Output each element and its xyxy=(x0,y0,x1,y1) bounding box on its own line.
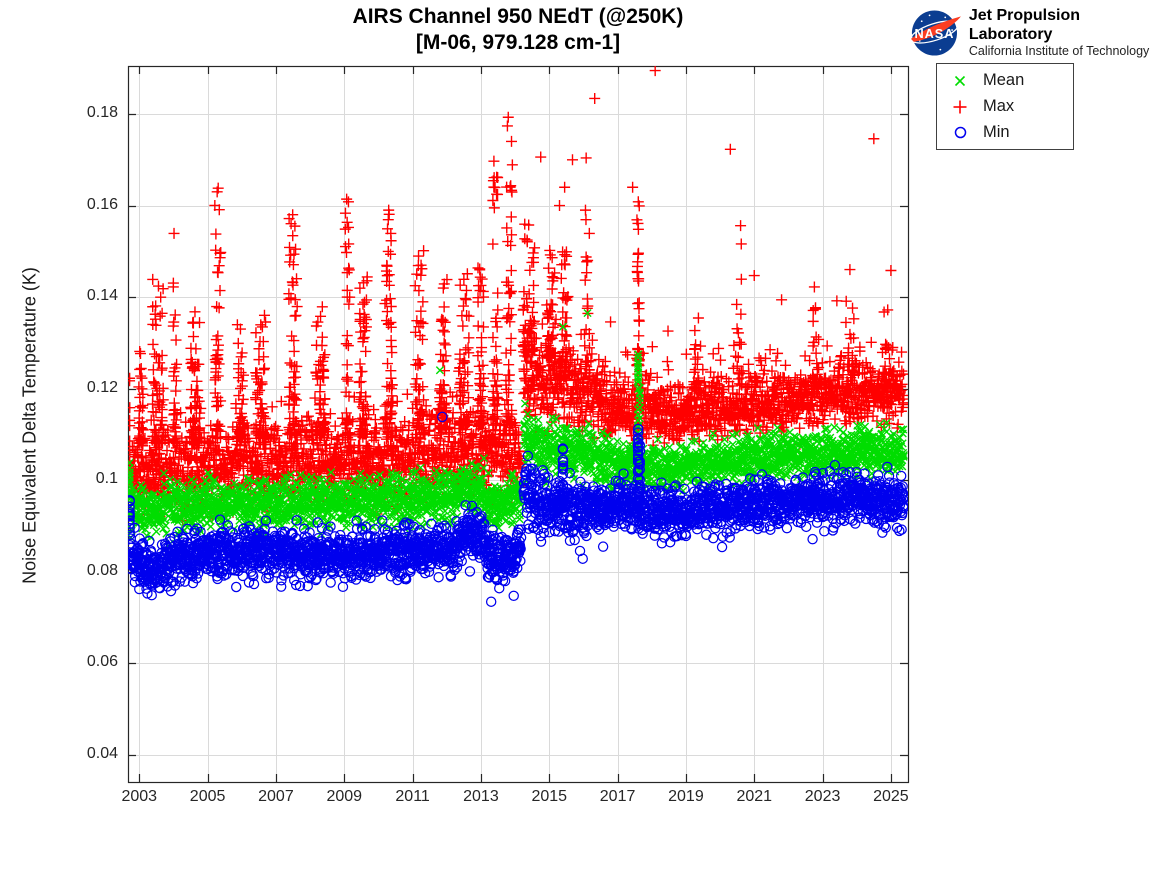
y-tick-label: 0.06 xyxy=(86,653,118,671)
chart-title: AIRS Channel 950 NEdT (@250K) xyxy=(352,5,684,28)
min-circle-marker-icon xyxy=(937,125,983,140)
y-tick-label: 0.08 xyxy=(86,561,118,579)
legend-item-min: Min xyxy=(937,119,1073,145)
legend-label-min: Min xyxy=(983,122,1010,141)
x-tick-label: 2005 xyxy=(189,788,226,805)
legend-item-max: Max xyxy=(937,94,1073,120)
legend-label-mean: Mean xyxy=(983,71,1025,90)
nasa-logo-icon: NASA xyxy=(910,9,961,56)
y-tick-label: 0.12 xyxy=(86,378,118,396)
y-tick-label: 0.1 xyxy=(95,470,118,488)
x-tick-label: 2009 xyxy=(326,788,363,805)
x-tick-label: 2025 xyxy=(873,788,909,805)
jpl-text-block: Jet Propulsion Laboratory California Ins… xyxy=(969,6,1164,59)
legend-item-mean: Mean xyxy=(937,68,1073,94)
x-tick-label: 2011 xyxy=(395,788,430,805)
x-tick-label: 2007 xyxy=(258,788,294,805)
x-tick-label: 2015 xyxy=(531,788,568,805)
y-tick-label: 0.18 xyxy=(86,104,118,122)
org-name: Jet Propulsion Laboratory xyxy=(968,7,1080,43)
y-tick-label: 0.14 xyxy=(86,287,118,305)
max-plus-marker-icon xyxy=(937,99,983,115)
y-tick-label: 0.16 xyxy=(86,195,118,213)
chart-title-block: AIRS Channel 950 NEdT (@250K) [M-06, 979… xyxy=(128,4,908,56)
mean-x-marker-icon xyxy=(937,74,983,88)
chart-subtitle: [M-06, 979.128 cm-1] xyxy=(415,31,621,54)
x-tick-label: 2023 xyxy=(804,788,841,805)
org-subtitle: California Institute of Technology xyxy=(968,44,1150,58)
x-tick-label: 2019 xyxy=(668,788,704,805)
x-tick-label: 2021 xyxy=(736,788,773,805)
jpl-branding: NASA Jet Propulsion Laboratory Californi… xyxy=(908,6,1164,59)
x-tick-label: 2013 xyxy=(463,788,499,805)
x-tick-label: 2017 xyxy=(599,788,636,805)
y-tick-label: 0.04 xyxy=(86,744,118,762)
y-axis-label: Noise Equivalent Delta Temperature (K) xyxy=(19,267,40,584)
legend-label-max: Max xyxy=(983,97,1015,115)
x-tick-label: 2003 xyxy=(121,788,158,805)
svg-text:NASA: NASA xyxy=(914,25,954,40)
chart-legend: Mean Max Min xyxy=(936,63,1074,150)
